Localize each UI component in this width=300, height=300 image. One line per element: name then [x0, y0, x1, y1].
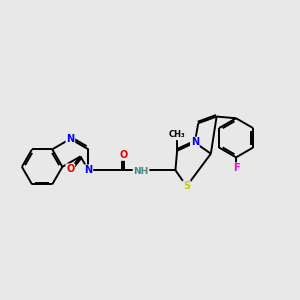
Text: N: N: [66, 134, 74, 144]
Text: F: F: [233, 163, 239, 173]
Text: N: N: [84, 165, 92, 175]
Text: S: S: [183, 181, 190, 191]
Text: O: O: [66, 164, 74, 174]
Text: N: N: [191, 137, 199, 148]
Text: O: O: [119, 150, 128, 160]
Text: NH: NH: [134, 167, 149, 176]
Text: CH₃: CH₃: [169, 130, 185, 140]
